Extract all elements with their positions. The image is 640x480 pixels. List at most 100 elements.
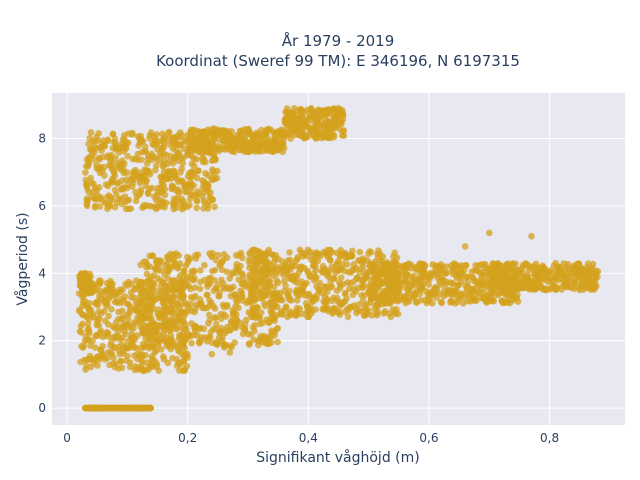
data-point (83, 202, 91, 210)
data-point (356, 276, 363, 283)
data-point (226, 275, 233, 282)
data-point (389, 281, 396, 289)
data-point (535, 264, 542, 271)
data-point (87, 363, 95, 371)
data-point (274, 279, 282, 287)
data-point (136, 352, 144, 360)
data-point (125, 130, 132, 137)
data-point (378, 267, 386, 275)
data-point (307, 248, 314, 256)
data-point (413, 281, 420, 289)
data-point (348, 253, 356, 260)
data-point (85, 188, 92, 196)
data-point (392, 310, 400, 318)
data-point (99, 342, 106, 350)
x-tick-label: 0,8 (540, 431, 559, 445)
data-point (158, 288, 166, 295)
data-point (184, 273, 191, 281)
data-point (104, 136, 112, 143)
data-point (82, 169, 89, 176)
data-point (101, 296, 109, 303)
data-point (588, 277, 595, 284)
data-point (523, 283, 531, 291)
data-point (111, 203, 119, 211)
data-point (97, 404, 105, 412)
data-point (273, 312, 280, 319)
data-point (245, 331, 252, 338)
data-point (369, 264, 377, 271)
y-tick-label: 8 (38, 132, 46, 146)
data-point (155, 367, 163, 375)
data-point (314, 115, 322, 123)
data-point (316, 252, 324, 260)
data-point (402, 271, 410, 279)
data-point (335, 104, 342, 112)
data-point (294, 255, 301, 263)
x-tick-label: 0,6 (419, 431, 438, 445)
data-point (461, 243, 469, 250)
data-point (152, 196, 160, 204)
data-point (198, 337, 205, 344)
data-point (367, 277, 375, 284)
data-point (151, 349, 158, 356)
data-point (522, 260, 529, 268)
data-point (160, 143, 168, 151)
data-point (184, 148, 192, 155)
data-point (150, 203, 158, 211)
data-point (169, 134, 177, 142)
data-points (75, 104, 602, 412)
data-point (108, 177, 116, 184)
data-point (325, 273, 333, 281)
chart-title: År 1979 - 2019 (282, 31, 395, 50)
data-point (120, 350, 127, 357)
data-point (339, 280, 347, 288)
data-point (296, 291, 304, 298)
data-point (140, 343, 148, 351)
data-point (106, 200, 113, 207)
x-tick-label: 0 (63, 431, 71, 445)
data-point (219, 145, 227, 153)
y-tick-label: 6 (38, 199, 46, 213)
data-point (301, 251, 309, 258)
data-point (274, 303, 281, 311)
data-point (131, 286, 138, 293)
data-point (136, 297, 143, 305)
data-point (359, 284, 366, 292)
data-point (207, 189, 214, 196)
data-point (360, 312, 368, 319)
data-point (356, 269, 363, 276)
data-point (385, 310, 393, 317)
data-point (262, 272, 270, 279)
data-point (188, 339, 195, 347)
data-point (174, 312, 181, 320)
data-point (79, 320, 86, 328)
data-point (426, 276, 433, 283)
data-point (233, 320, 240, 328)
data-point (307, 105, 315, 112)
data-point (392, 291, 400, 299)
data-point (460, 293, 467, 301)
data-point (168, 277, 176, 285)
data-point (91, 137, 99, 145)
data-point (432, 285, 439, 292)
data-point (157, 184, 165, 191)
data-point (502, 271, 510, 279)
data-point (403, 279, 410, 286)
data-point (125, 205, 132, 213)
data-point (150, 343, 157, 351)
data-point (333, 294, 341, 302)
data-point (201, 304, 208, 312)
data-point (94, 302, 102, 309)
data-point (211, 135, 218, 142)
data-point (245, 340, 253, 347)
data-point (201, 261, 208, 269)
data-point (96, 280, 104, 287)
data-point (200, 325, 208, 333)
data-point (125, 315, 132, 322)
data-point (245, 139, 252, 147)
data-point (486, 229, 493, 237)
data-point (211, 175, 219, 183)
data-point (326, 247, 334, 255)
data-point (304, 313, 311, 321)
data-point (328, 297, 336, 305)
